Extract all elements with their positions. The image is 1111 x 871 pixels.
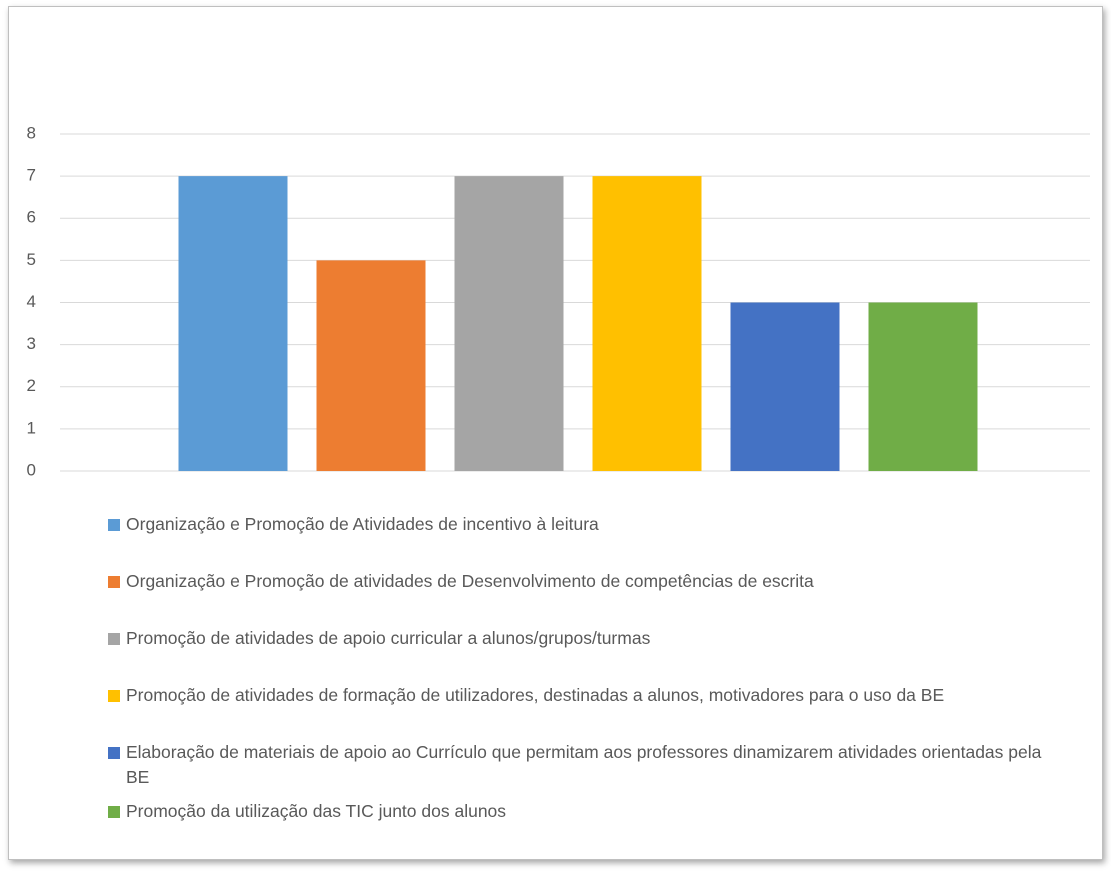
legend-entry: Organização e Promoção de Atividades de … <box>108 512 1058 537</box>
bar <box>592 176 702 471</box>
bar <box>868 302 978 471</box>
legend-label: Organização e Promoção de atividades de … <box>126 571 814 591</box>
legend-label: Promoção de atividades de apoio curricul… <box>126 628 651 648</box>
legend-label: Elaboração de materiais de apoio ao Curr… <box>126 742 1042 787</box>
bar <box>730 302 840 471</box>
legend-entry: Promoção de atividades de apoio curricul… <box>108 626 1058 651</box>
legend-entry: Promoção de atividades de formação de ut… <box>108 683 1058 708</box>
bar <box>178 176 288 471</box>
legend-label: Promoção da utilização das TIC junto dos… <box>126 801 507 821</box>
y-tick-label: 4 <box>27 292 36 311</box>
legend-entry: Elaboração de materiais de apoio ao Curr… <box>108 740 1058 790</box>
legend-label: Promoção de atividades de formação de ut… <box>126 685 945 705</box>
y-tick-label: 3 <box>27 334 36 353</box>
legend-swatch <box>108 806 120 818</box>
y-tick-label: 8 <box>27 123 36 142</box>
bar <box>316 260 426 471</box>
bar <box>454 176 564 471</box>
legend-swatch <box>108 690 120 702</box>
y-tick-label: 7 <box>27 166 36 185</box>
y-tick-label: 2 <box>27 376 36 395</box>
y-tick-label: 6 <box>27 208 36 227</box>
legend-swatch <box>108 747 120 759</box>
legend-swatch <box>108 576 120 588</box>
legend-label: Organização e Promoção de Atividades de … <box>126 514 599 534</box>
legend-entry: Organização e Promoção de atividades de … <box>108 569 1058 594</box>
legend-swatch <box>108 633 120 645</box>
legend-entry: Promoção da utilização das TIC junto dos… <box>108 799 1058 824</box>
legend-swatch <box>108 519 120 531</box>
y-tick-label: 5 <box>27 250 36 269</box>
y-tick-label: 0 <box>27 460 36 479</box>
y-tick-label: 1 <box>27 418 36 437</box>
